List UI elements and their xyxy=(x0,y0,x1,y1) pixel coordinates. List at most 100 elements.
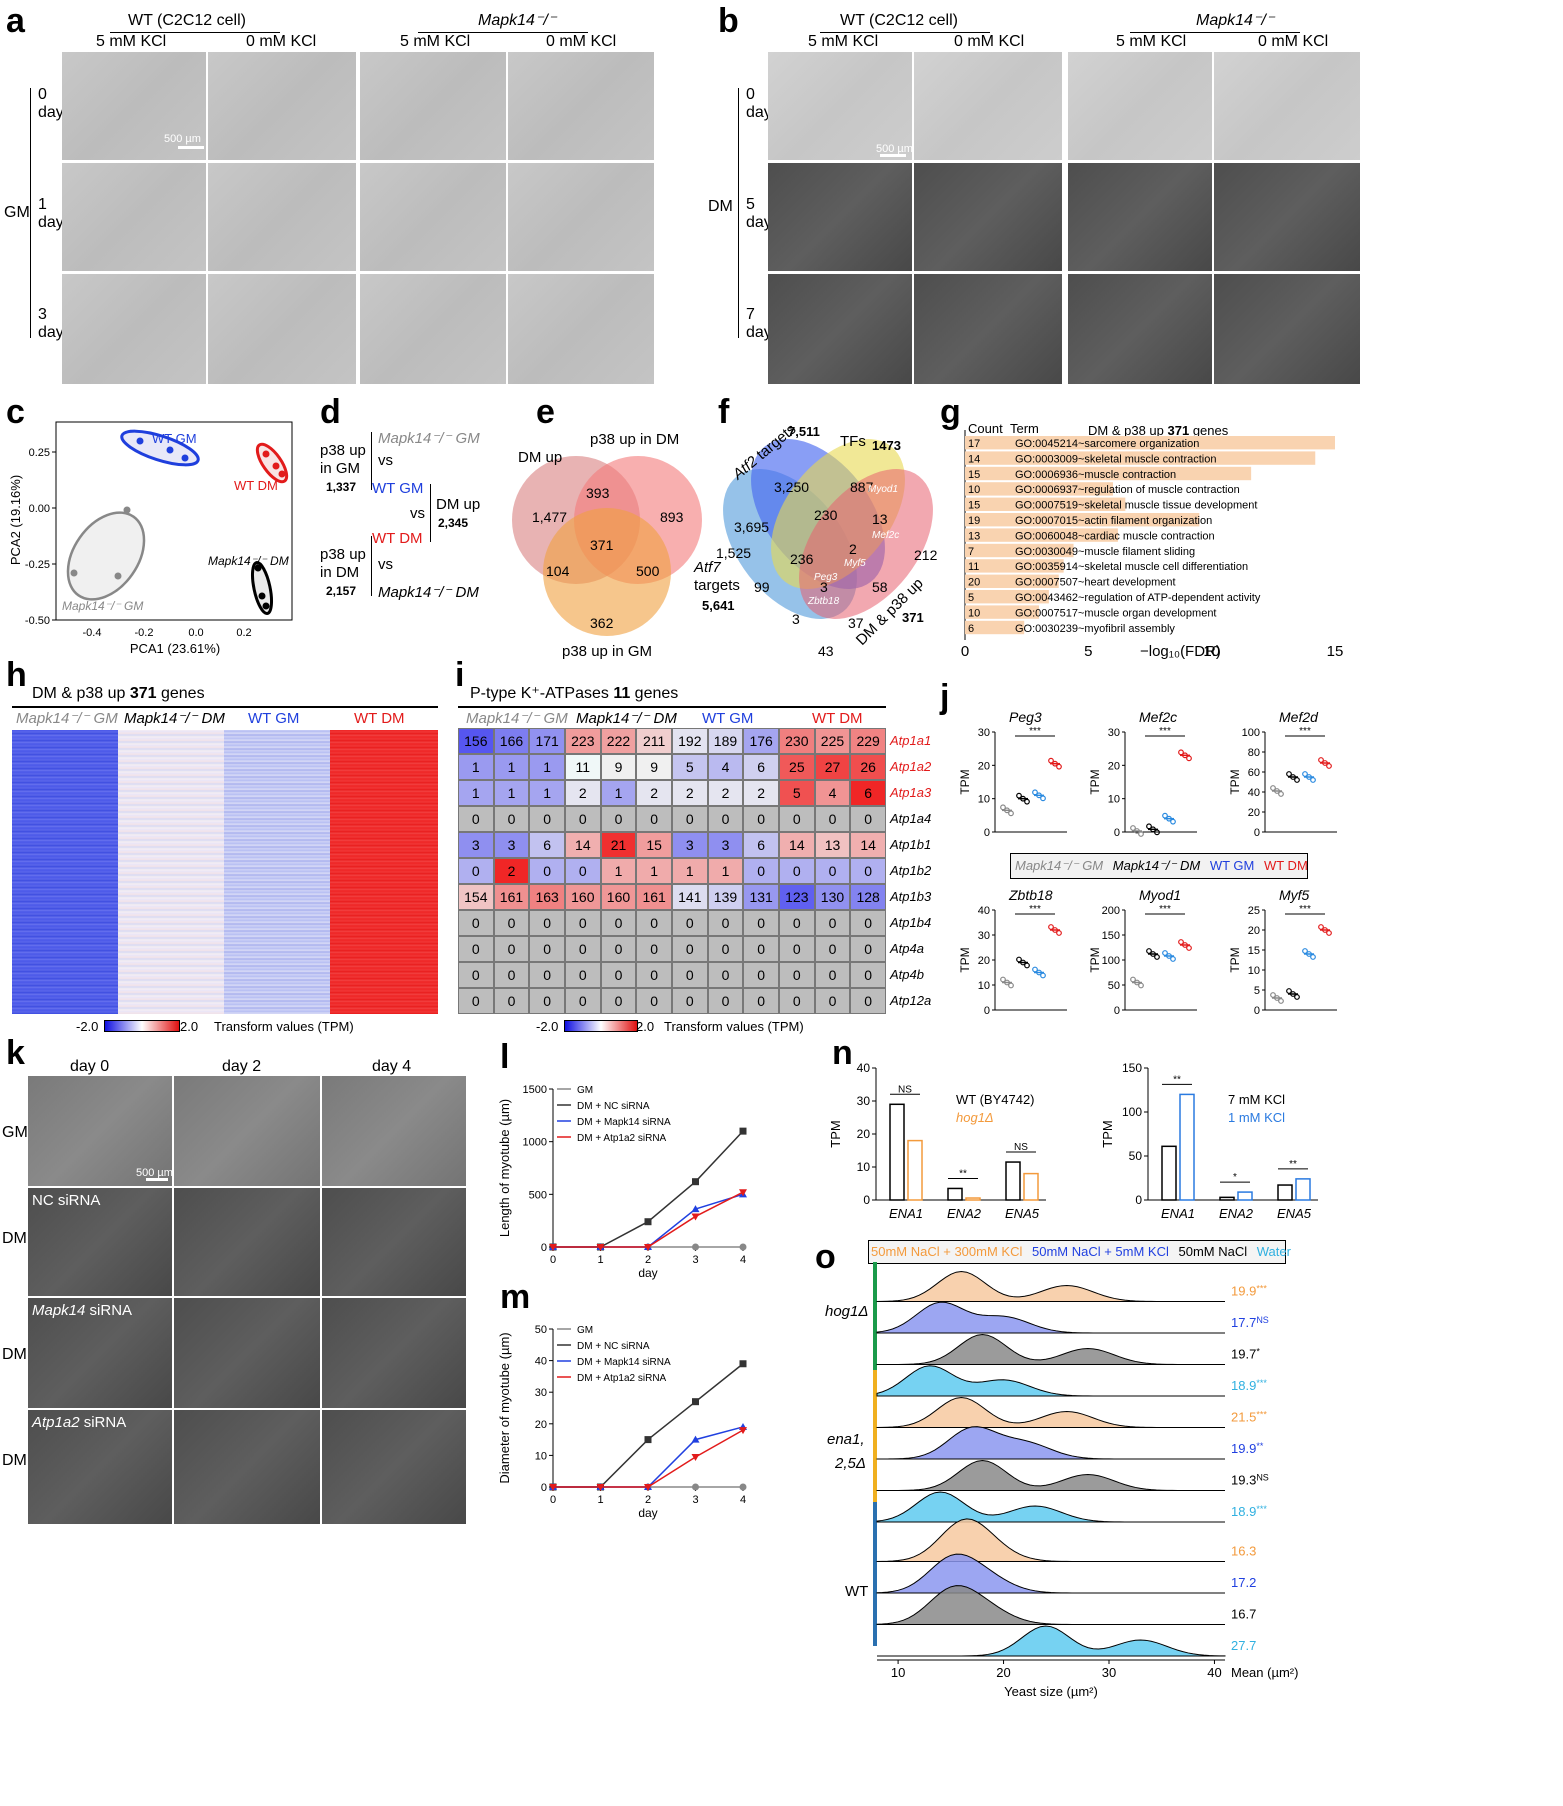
micrograph xyxy=(174,1298,320,1408)
y-tick-label: 20 xyxy=(1248,807,1260,819)
micrograph xyxy=(1068,52,1212,160)
table-cell: 0 xyxy=(672,806,708,832)
comparison-ko-dm: Mapk14⁻/⁻ DM xyxy=(378,584,479,601)
x-axis-label: PCA1 (23.61%) xyxy=(130,641,220,656)
bar xyxy=(1295,1178,1311,1201)
y-tick-label: 30 xyxy=(978,930,990,942)
group-label: Mapk14⁻/⁻ GM xyxy=(16,710,118,727)
panel-label-f: f xyxy=(718,393,730,431)
table-cell: 163 xyxy=(529,884,565,910)
mean-value: 17.2 xyxy=(1231,1575,1256,1590)
go-count: 10 xyxy=(968,607,980,619)
group-label: Mapk14⁻/⁻ GM xyxy=(62,599,143,613)
table-cell: 0 xyxy=(672,936,708,962)
group-ellipse-ko-dm xyxy=(250,561,274,615)
micrograph xyxy=(208,163,356,271)
svg-text:***: *** xyxy=(1159,726,1171,737)
go-bar xyxy=(965,482,1113,496)
table-cell: 0 xyxy=(814,936,851,962)
panel-j-legend: Mapk14⁻/⁻ GM Mapk14⁻/⁻ DM WT GM WT DM xyxy=(1010,853,1308,879)
row-medium: DM xyxy=(2,1230,27,1247)
table-cell: 0 xyxy=(636,962,672,988)
y-tick-label: 10 xyxy=(1248,965,1260,977)
data-point xyxy=(1274,788,1280,794)
data-point xyxy=(1186,755,1192,762)
panel-label-a: a xyxy=(6,2,25,40)
micrograph xyxy=(62,163,206,271)
micrograph xyxy=(508,163,654,271)
sig-label: NS xyxy=(898,1084,912,1095)
strain-label: 2,5Δ xyxy=(834,1455,866,1472)
table-cell: 131 xyxy=(743,884,779,910)
table-cell: 223 xyxy=(565,728,601,754)
set-label: p38 up in DM xyxy=(590,431,679,448)
sig-label: * xyxy=(1233,1172,1237,1183)
micrograph xyxy=(1214,163,1360,271)
table-cell: 4 xyxy=(814,780,851,806)
panel-label-n: n xyxy=(832,1034,853,1072)
table-cell: 123 xyxy=(779,884,815,910)
condition-label: 5 mM KCl xyxy=(1116,33,1187,50)
table-cell: 0 xyxy=(779,858,815,884)
table-cell: 0 xyxy=(636,910,672,936)
scale-bar xyxy=(146,1178,168,1181)
svg-text:58: 58 xyxy=(872,579,888,595)
table-cell: 0 xyxy=(600,962,637,988)
table-cell: 0 xyxy=(565,936,601,962)
table-cell: 3 xyxy=(458,832,494,858)
x-axis-label: day xyxy=(638,1266,657,1280)
data-point xyxy=(1130,825,1136,831)
x-tick-label: 30 xyxy=(1102,1665,1116,1680)
group-line-mapk14 xyxy=(1130,32,1300,33)
ridge-density xyxy=(877,1625,1226,1657)
bar xyxy=(1277,1184,1293,1201)
go-term: GO:0030049~muscle filament sliding xyxy=(1015,546,1195,558)
scale-bar xyxy=(178,146,204,149)
data-point xyxy=(1048,924,1054,930)
bar xyxy=(1219,1196,1235,1201)
y-tick-label: 0 xyxy=(1254,827,1260,839)
scale-min: -2.0 xyxy=(76,1019,99,1034)
table-cell: 130 xyxy=(814,884,851,910)
dm-up-count: 2,345 xyxy=(438,516,469,530)
data-point xyxy=(692,1178,699,1186)
table-cell: 0 xyxy=(636,988,672,1014)
group-label-wt: WT (C2C12 cell) xyxy=(128,12,246,29)
table-cell: 1 xyxy=(493,754,530,780)
strain-label: ena1, xyxy=(827,1431,865,1448)
data-point xyxy=(644,1484,652,1491)
ridge-density xyxy=(876,1333,1225,1365)
micrograph xyxy=(768,163,912,271)
x-tick-label: 0 xyxy=(961,643,969,660)
bar xyxy=(889,1103,905,1201)
svg-text:***: *** xyxy=(1299,904,1311,915)
panel-label-m: m xyxy=(500,1278,531,1316)
group-label: Mapk14⁻/⁻ DM xyxy=(576,710,677,727)
bar xyxy=(965,1197,981,1201)
svg-text:1,525: 1,525 xyxy=(716,545,751,561)
ridge-density xyxy=(876,1491,1225,1523)
data-point xyxy=(1270,992,1276,998)
go-count: 14 xyxy=(968,453,980,465)
micrograph xyxy=(508,52,654,160)
vs-label: vs xyxy=(410,505,425,522)
panel-label-c: c xyxy=(6,393,25,431)
y-tick-label: 0.25 xyxy=(29,447,50,459)
y-tick-label: 5 xyxy=(1254,985,1260,997)
micrograph xyxy=(768,52,912,160)
panel-c-pca-plot: 0.25 0.00 -0.25 -0.50 -0.4 -0.2 0.0 0.2 … xyxy=(8,421,293,656)
data-point xyxy=(1290,774,1296,780)
data-point xyxy=(1032,966,1038,973)
set-count: 1473 xyxy=(872,438,901,453)
condition-label: 5 mM KCl xyxy=(400,33,471,50)
data-point xyxy=(1134,828,1140,834)
x-tick-label: ENA1 xyxy=(889,1206,923,1221)
y-tick-label: 10 xyxy=(535,1450,547,1462)
y-tick-label: 40 xyxy=(535,1356,547,1368)
table-cell: 128 xyxy=(850,884,886,910)
data-point xyxy=(1138,831,1144,837)
table-cell: 0 xyxy=(814,988,851,1014)
dm-up-label: DM up xyxy=(436,496,481,513)
micrograph xyxy=(768,274,912,384)
data-point xyxy=(1008,810,1014,817)
